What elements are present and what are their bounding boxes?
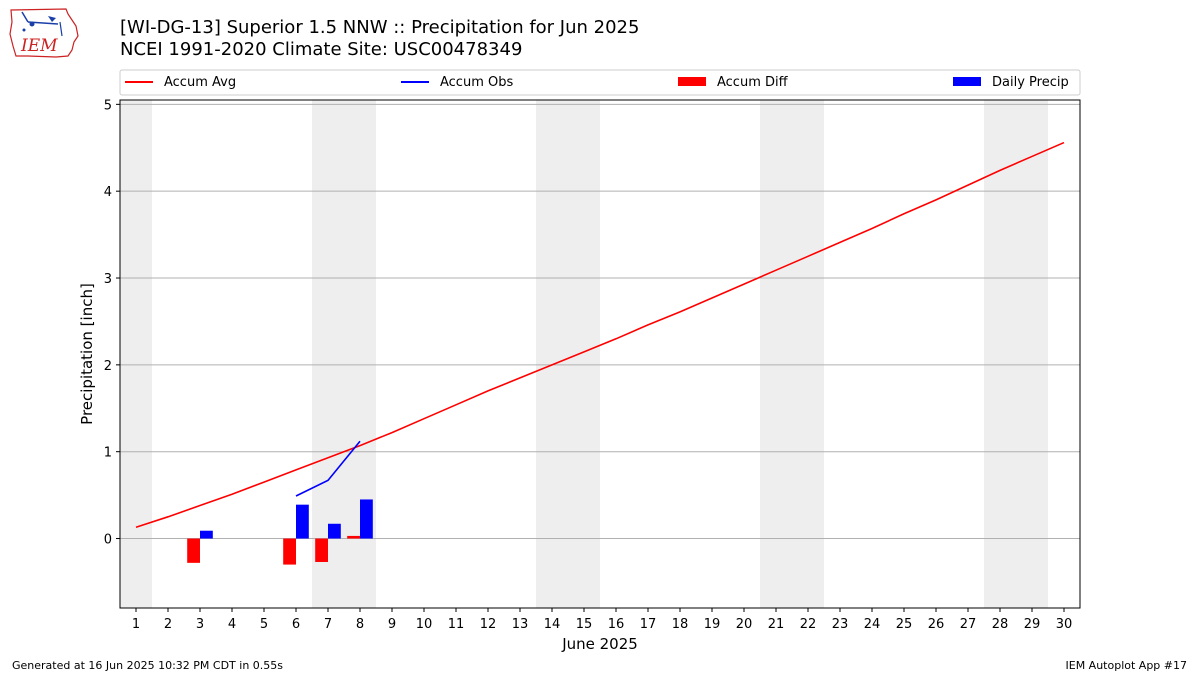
legend-swatch-accum-diff [678, 77, 706, 86]
legend-label-accum-obs: Accum Obs [440, 75, 513, 90]
x-tick-label-3: 3 [196, 617, 204, 632]
x-tick-label-15: 15 [576, 617, 593, 632]
weekend-band-2 [536, 100, 600, 608]
x-tick-label-19: 19 [704, 617, 721, 632]
series-lines [135, 141, 1065, 529]
x-tick-label-9: 9 [388, 617, 396, 632]
y-tick-label-5: 5 [104, 98, 112, 113]
legend-swatch-daily-precip [953, 77, 981, 86]
title-line-1: [WI-DG-13] Superior 1.5 NNW :: Precipita… [120, 17, 640, 38]
x-tick-label-29: 29 [1024, 617, 1041, 632]
x-tick-label-30: 30 [1056, 617, 1073, 632]
x-axis-label: June 2025 [561, 635, 638, 653]
bars [187, 499, 373, 565]
x-tick-label-24: 24 [864, 617, 881, 632]
accum-diff-bar-day-7 [315, 538, 328, 562]
x-tick-label-10: 10 [416, 617, 433, 632]
accum-diff-bar-day-3 [187, 538, 200, 563]
x-tick-label-22: 22 [800, 617, 817, 632]
daily-precip-bar-day-6 [296, 504, 309, 539]
gridlines [120, 103, 1080, 540]
x-tick-label-23: 23 [832, 617, 849, 632]
iem-logo-text: IEM [20, 36, 58, 56]
y-axis-ticks: 0 1 2 3 4 5 [104, 98, 120, 548]
x-tick-label-17: 17 [640, 617, 657, 632]
y-axis-label: Precipitation [inch] [78, 283, 96, 425]
x-tick-label-6: 6 [292, 617, 300, 632]
legend-label-daily-precip: Daily Precip [992, 75, 1069, 90]
daily-precip-bar-day-8 [360, 499, 373, 539]
x-tick-label-25: 25 [896, 617, 913, 632]
chart-title: [WI-DG-13] Superior 1.5 NNW :: Precipita… [120, 17, 639, 61]
weekend-bands [120, 100, 1048, 608]
iem-logo: IEM [8, 6, 80, 60]
weekend-band-0 [120, 100, 152, 608]
x-tick-label-14: 14 [544, 617, 561, 632]
plot-frame [119, 99, 1081, 609]
x-tick-label-2: 2 [164, 617, 172, 632]
title-line-2: NCEI 1991-2020 Climate Site: USC00478349 [120, 39, 523, 60]
x-tick-label-20: 20 [736, 617, 753, 632]
x-tick-label-21: 21 [768, 617, 785, 632]
weekend-band-4 [984, 100, 1048, 608]
x-tick-label-4: 4 [228, 617, 236, 632]
legend-label-accum-avg: Accum Avg [164, 75, 236, 90]
y-tick-label-1: 1 [104, 446, 112, 461]
x-tick-label-12: 12 [480, 617, 497, 632]
accum-avg-line [135, 141, 1065, 529]
legend: Accum Avg Accum Obs Accum Diff Daily Pre… [119, 69, 1081, 96]
accum-diff-bar-day-8 [347, 535, 360, 539]
footer-app: IEM Autoplot App #17 [1065, 659, 1188, 672]
accum-diff-bar-day-6 [283, 538, 296, 565]
x-tick-label-1: 1 [132, 617, 140, 632]
daily-precip-bar-day-3 [200, 530, 213, 539]
legend-label-accum-diff: Accum Diff [717, 75, 789, 90]
daily-precip-bar-day-7 [328, 523, 341, 539]
x-tick-label-16: 16 [608, 617, 625, 632]
y-tick-label-3: 3 [104, 272, 112, 287]
x-tick-label-26: 26 [928, 617, 945, 632]
x-tick-label-28: 28 [992, 617, 1009, 632]
weekend-band-3 [760, 100, 824, 608]
x-tick-label-27: 27 [960, 617, 977, 632]
x-axis-ticks: 1 2 3 4 5 6 7 8 9 10 11 12 13 14 15 16 17 18 19 20 21 22 23 24 2… [132, 608, 1072, 632]
y-tick-label-2: 2 [104, 359, 112, 374]
footer-generated: Generated at 16 Jun 2025 10:32 PM CDT in… [12, 659, 284, 672]
legend-box [119, 69, 1081, 96]
x-tick-label-13: 13 [512, 617, 529, 632]
x-tick-label-18: 18 [672, 617, 689, 632]
y-tick-label-0: 0 [104, 533, 112, 548]
accum-obs-line [295, 440, 361, 497]
x-tick-label-7: 7 [324, 617, 332, 632]
x-tick-label-11: 11 [448, 617, 465, 632]
y-tick-label-4: 4 [104, 185, 112, 200]
x-tick-label-5: 5 [260, 617, 268, 632]
x-tick-label-8: 8 [356, 617, 364, 632]
